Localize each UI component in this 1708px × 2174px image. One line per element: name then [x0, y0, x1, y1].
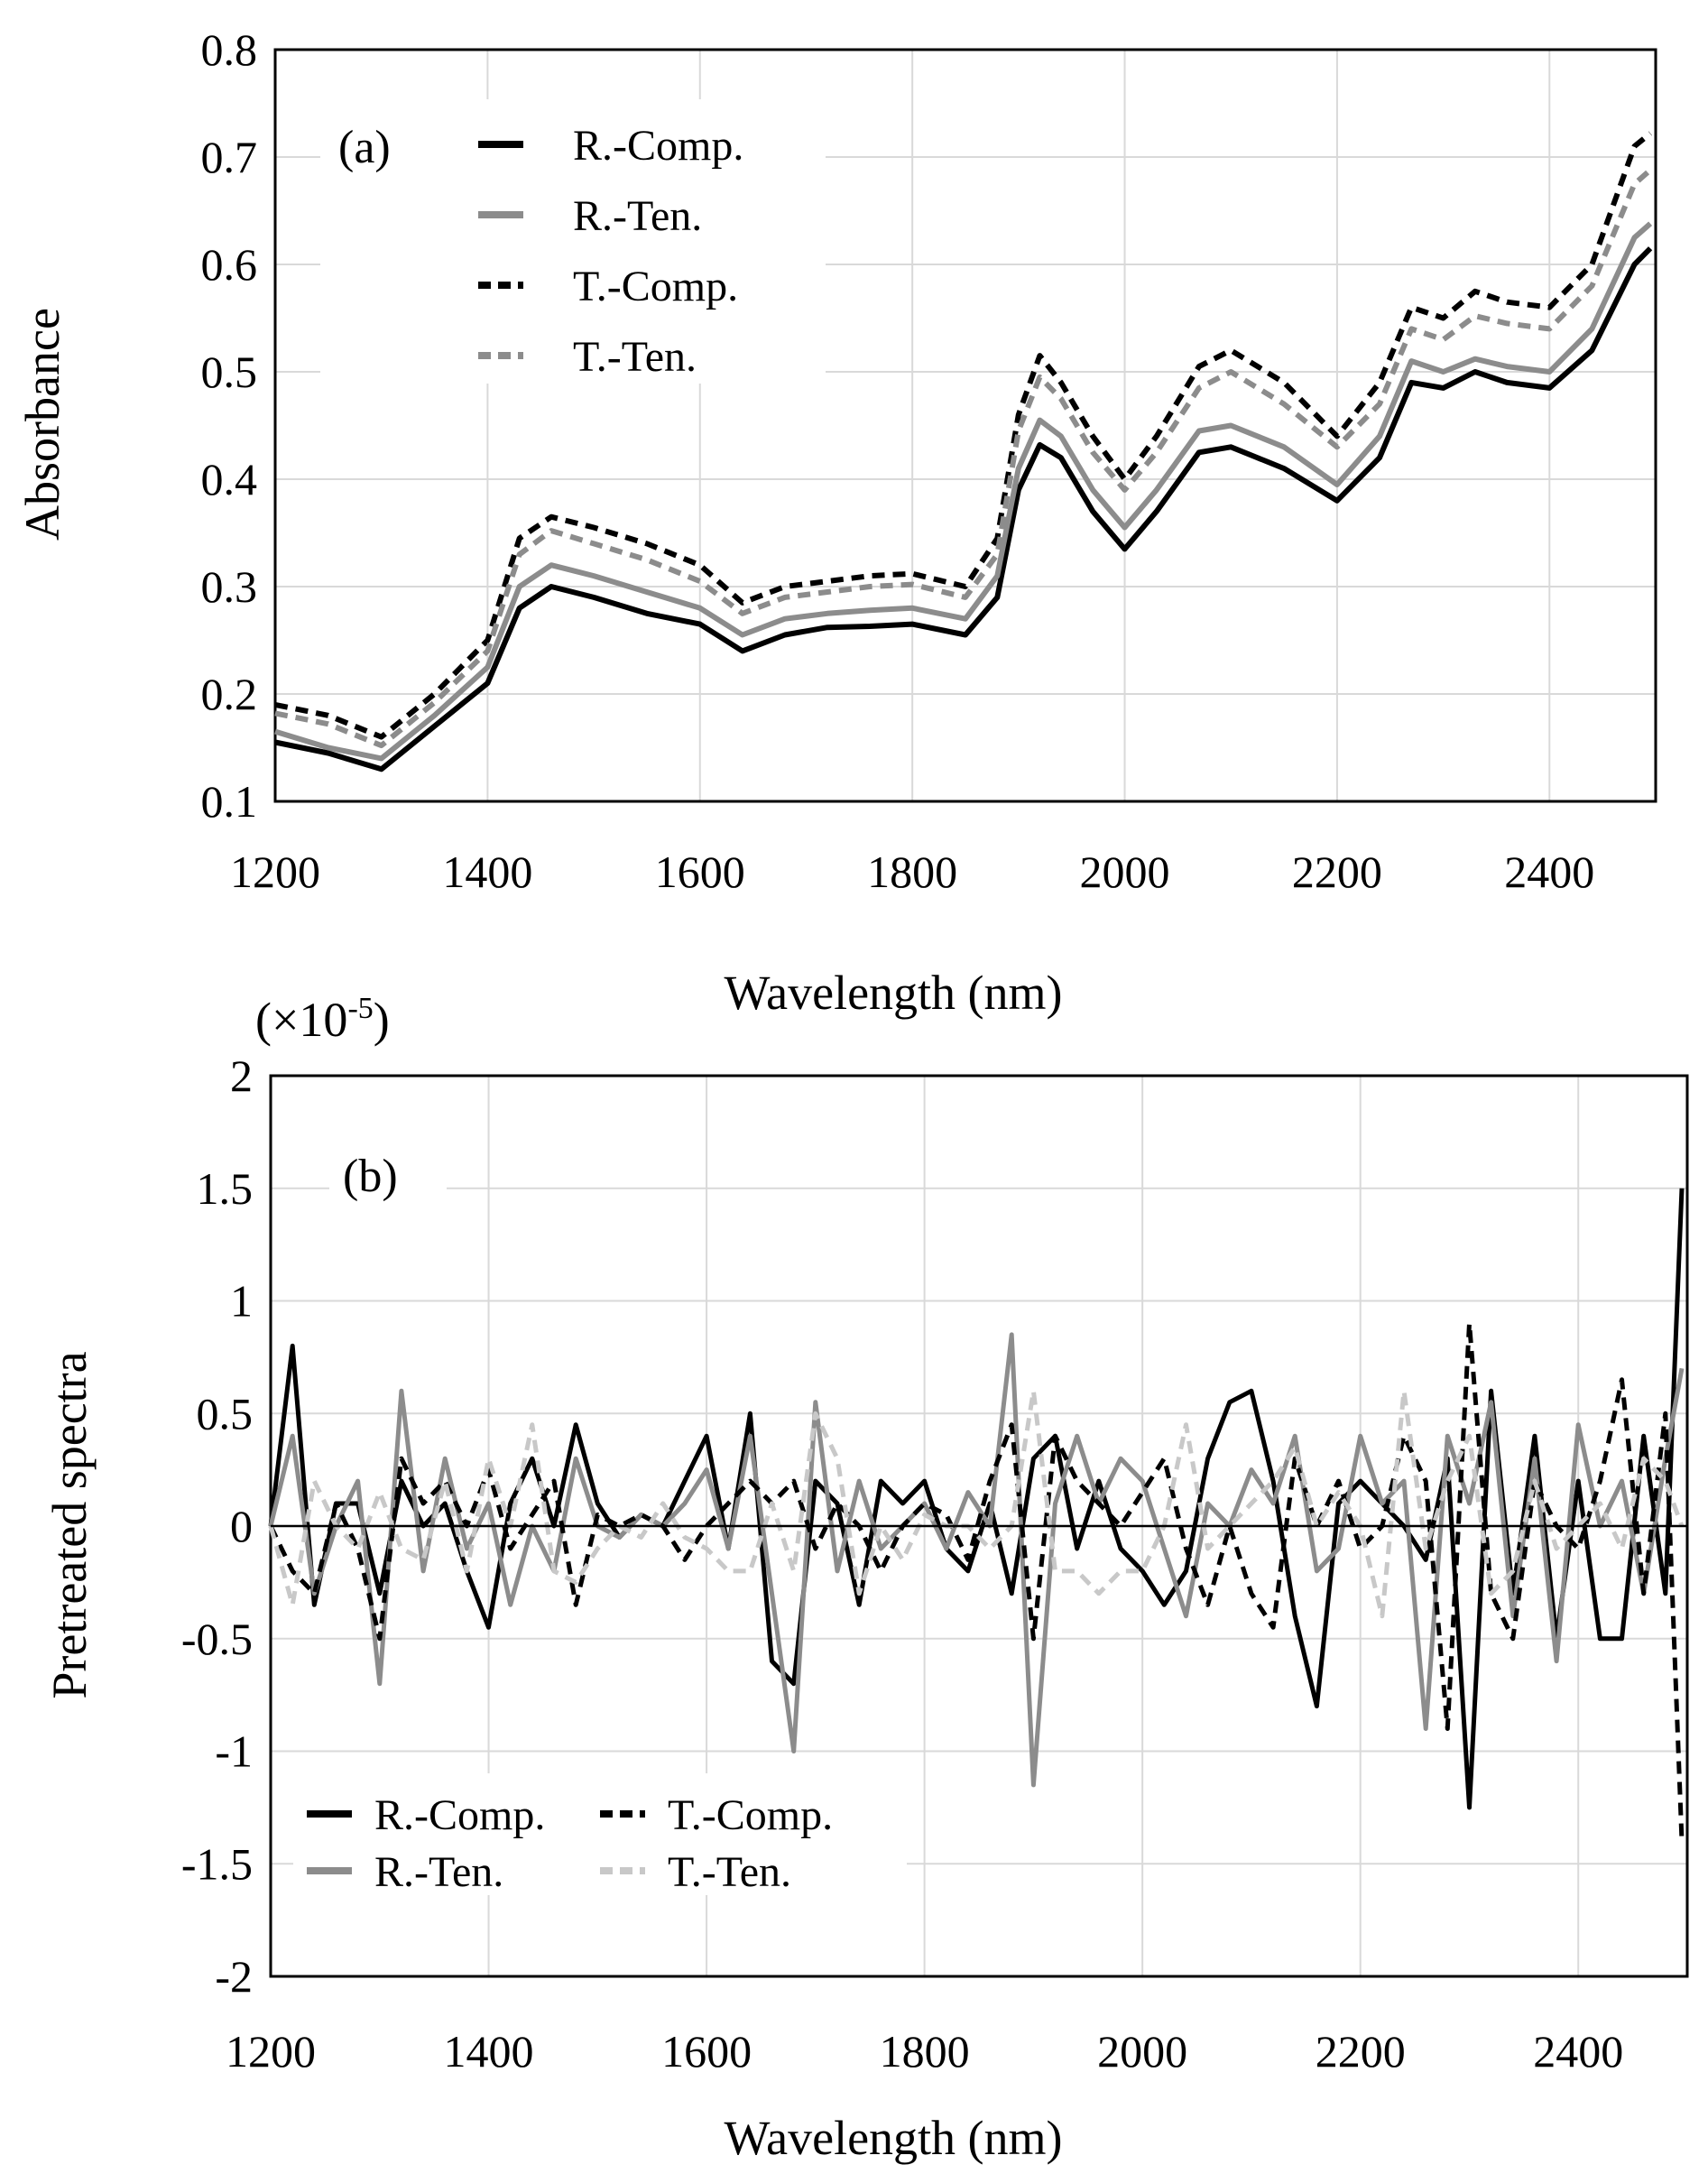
panel-b-legend-box — [293, 1773, 907, 1895]
y-tick-label: 0 — [230, 1501, 253, 1551]
y-tick-label: -1.5 — [181, 1838, 253, 1889]
y-tick-label: -1 — [215, 1726, 253, 1777]
legend-label-r-comp: R.-Comp. — [573, 122, 743, 170]
y-tick-label: 0.2 — [201, 669, 258, 719]
series-line-r-ten — [268, 1332, 1685, 1788]
x-tick-label: 1200 — [230, 846, 320, 897]
scale-note-suffix: ) — [374, 993, 390, 1047]
panel-b-legend: R.-Comp. R.-Ten. T.-Comp. T.-Ten. — [307, 1791, 833, 1896]
x-tick-label: 2000 — [1097, 2026, 1187, 2077]
panel-b-series — [268, 1188, 1685, 1842]
y-tick-label: 0.6 — [201, 239, 258, 290]
x-tick-label: 1800 — [880, 2026, 970, 2077]
panel-b-tag-box — [329, 1142, 447, 1209]
panel-a-label: (a) — [338, 122, 391, 173]
series-line-r-comp — [274, 246, 1653, 772]
x-tick-label: 2200 — [1292, 846, 1382, 897]
x-tick-label: 1200 — [226, 2026, 316, 2077]
x-tick-label: 1600 — [655, 846, 745, 897]
x-tick-label: 1400 — [444, 2026, 534, 2077]
legend-label-r-ten: R.-Ten. — [374, 1848, 503, 1896]
x-tick-label: 2000 — [1080, 846, 1170, 897]
series-line-t-ten-dashed — [268, 1388, 1685, 1619]
legend-label-t-comp: T.-Comp. — [573, 263, 738, 310]
scale-note-prefix: (×10 — [255, 993, 347, 1047]
y-tick-label: -0.5 — [181, 1614, 253, 1664]
panel-b-x-axis-label: Wavelength (nm) — [724, 2111, 1062, 2165]
y-tick-label: 1 — [230, 1276, 253, 1327]
x-tick-label: 2400 — [1504, 846, 1594, 897]
panel-a-series — [274, 131, 1653, 772]
y-tick-label: -2 — [215, 1951, 253, 2002]
y-tick-label: 0.5 — [197, 1388, 254, 1439]
y-tick-label: 0.3 — [201, 561, 258, 612]
panel-a-x-tick-labels: 1200 1400 1600 1800 2000 2200 2400 — [230, 846, 1594, 897]
y-tick-label: 0.7 — [201, 132, 258, 182]
legend-label-r-comp: R.-Comp. — [374, 1791, 545, 1839]
panel-a-y-tick-labels: 0.1 0.2 0.3 0.4 0.5 0.6 0.7 0.8 — [201, 24, 258, 827]
panel-b-y-axis-label: Pretreated spectra — [42, 1351, 97, 1698]
panel-b-label: (b) — [343, 1151, 398, 1202]
legend-label-t-comp: T.-Comp. — [668, 1791, 833, 1839]
legend-label-r-ten: R.-Ten. — [573, 192, 702, 240]
scale-note-exponent: -5 — [347, 992, 373, 1025]
series-line-t-ten-dashed — [274, 168, 1653, 749]
series-line-t-comp-dashed — [268, 1321, 1685, 1842]
x-tick-label: 1800 — [867, 846, 957, 897]
panel-a-y-axis-label: Absorbance — [15, 308, 69, 541]
panel-a-legend: R.-Comp. R.-Ten. T.-Comp. T.-Ten. — [478, 122, 743, 381]
panel-a: 0.1 0.2 0.3 0.4 0.5 0.6 0.7 0.8 1200 1400 1600 180… — [15, 24, 1657, 1020]
x-tick-label: 1600 — [661, 2026, 752, 2077]
y-tick-label: 2 — [230, 1050, 253, 1101]
y-tick-label: 0.5 — [201, 347, 258, 397]
panel-a-legend-box — [320, 99, 826, 384]
panel-b-x-tick-labels: 1200 1400 1600 1800 2000 2200 2400 — [226, 2026, 1623, 2077]
y-tick-label: 0.1 — [201, 776, 258, 827]
y-tick-label: 1.5 — [197, 1163, 254, 1214]
panel-b: (×10-5) -2 -1.5 -1 -0.5 0 0.5 1 1.5 2 1200 1400 16… — [42, 992, 1689, 2165]
series-line-r-ten — [274, 221, 1653, 762]
panel-a-frame — [273, 48, 1657, 803]
legend-label-t-ten: T.-Ten. — [573, 333, 697, 381]
panel-b-y-tick-labels: -2 -1.5 -1 -0.5 0 0.5 1 1.5 2 — [181, 1050, 253, 2002]
panel-a-x-axis-label: Wavelength (nm) — [724, 966, 1062, 1020]
y-tick-label: 0.4 — [201, 454, 258, 504]
x-tick-label: 2400 — [1533, 2026, 1623, 2077]
y-tick-label: 0.8 — [201, 24, 258, 75]
x-tick-label: 2200 — [1316, 2026, 1406, 2077]
x-tick-label: 1400 — [442, 846, 532, 897]
legend-label-t-ten: T.-Ten. — [668, 1848, 791, 1896]
panel-b-scale-note: (×10-5) — [255, 992, 390, 1047]
